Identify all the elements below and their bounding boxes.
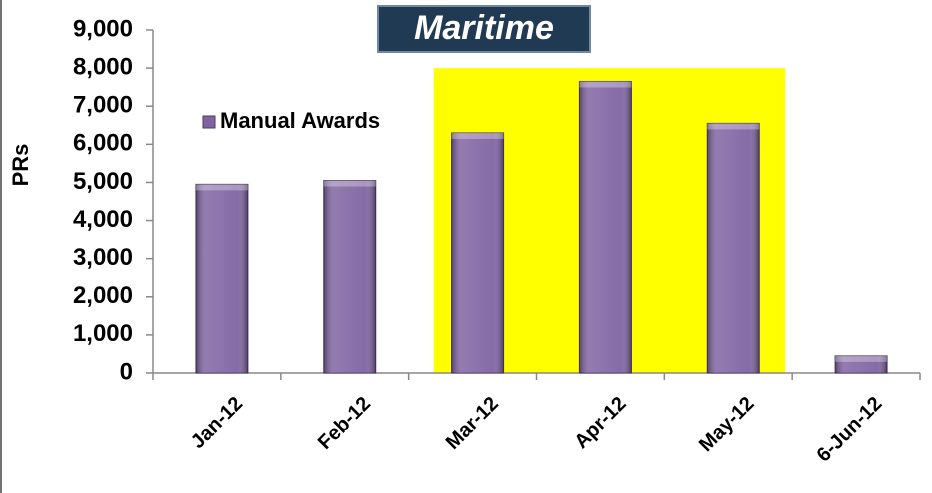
x-tick-label: Mar-12 [442, 393, 503, 454]
bar-cap [323, 180, 376, 187]
bar-shade [195, 184, 248, 373]
y-tick-label: 6,000 [73, 130, 133, 157]
x-tick-label: May-12 [695, 393, 759, 457]
bar-cap [707, 123, 760, 130]
bar-cap [579, 81, 632, 88]
bar-shade [451, 132, 504, 373]
y-tick-label: 8,000 [73, 53, 133, 80]
y-tick-label: 7,000 [73, 92, 133, 119]
bar-cap [451, 132, 504, 139]
x-tick-label: 6-Jun-12 [813, 393, 887, 467]
bar-shade [323, 180, 376, 373]
legend-swatch [202, 115, 216, 129]
x-tick-label: Feb-12 [314, 393, 375, 454]
bar-cap [835, 355, 888, 362]
legend-label: Manual Awards [220, 108, 380, 133]
x-tick-label: Apr-12 [570, 393, 630, 453]
y-tick-label: 1,000 [73, 320, 133, 347]
bar-cap [195, 184, 248, 191]
y-tick-label: 2,000 [73, 282, 133, 309]
bar-shade [707, 123, 760, 373]
x-tick-label: Jan-12 [187, 393, 247, 453]
y-tick-label: 5,000 [73, 168, 133, 195]
chart-title: Maritime [414, 9, 554, 47]
bar-shade [835, 355, 888, 373]
y-tick-label: 0 [120, 358, 133, 385]
y-tick-label: 3,000 [73, 244, 133, 271]
y-axis-label: PRs [8, 144, 33, 187]
y-tick-label: 4,000 [73, 206, 133, 233]
title-box [377, 5, 591, 53]
bar-shade [579, 81, 632, 373]
y-tick-label: 9,000 [73, 15, 133, 42]
